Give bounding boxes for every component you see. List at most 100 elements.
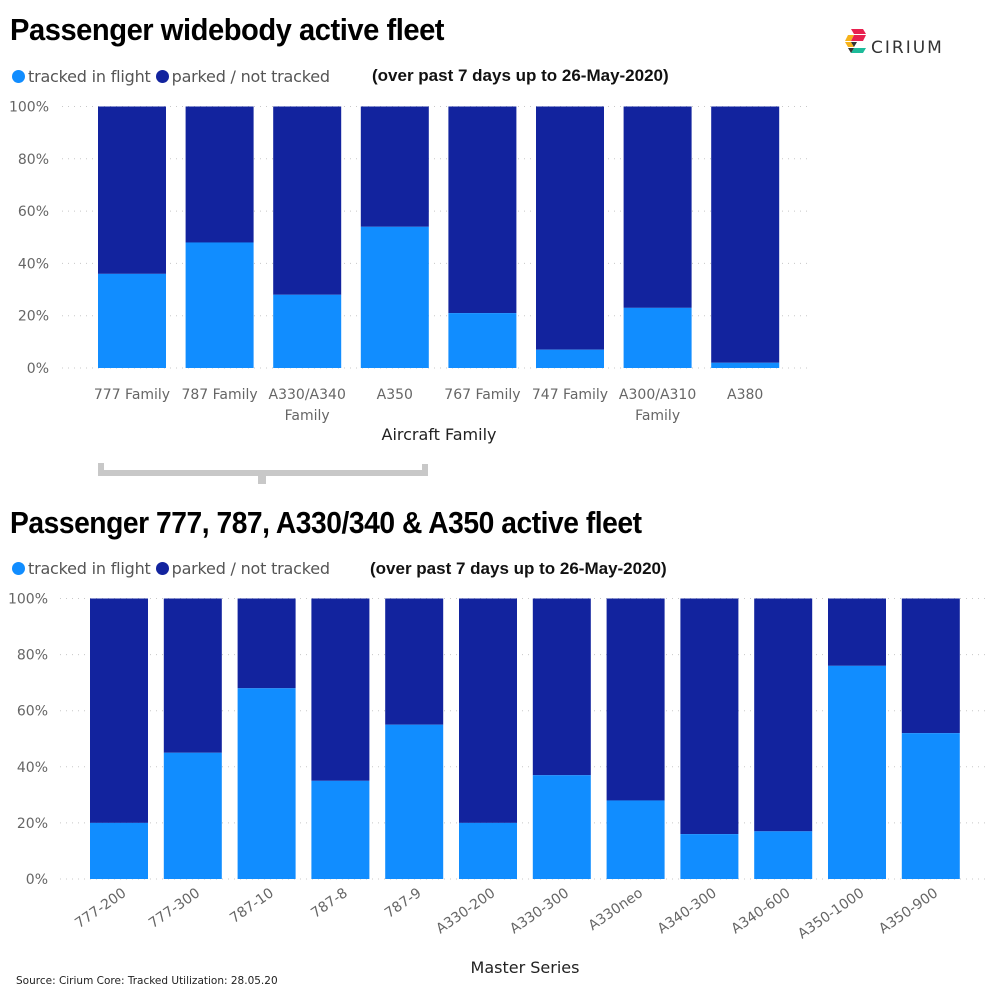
legend-label-tracked: tracked in flight	[28, 559, 151, 578]
bar-group[interactable]	[90, 598, 148, 880]
x-category-label: 787 Family	[181, 387, 257, 403]
bar-parked[interactable]	[828, 598, 886, 666]
bar-group[interactable]	[711, 106, 780, 369]
bar-group[interactable]	[360, 106, 429, 369]
bracket-connector	[98, 463, 428, 484]
x-category-label: A350-900	[876, 885, 941, 937]
x-category-label: A330neo	[586, 885, 646, 934]
bar-group[interactable]	[623, 106, 692, 369]
bar-tracked[interactable]	[385, 724, 444, 879]
legend-item-parked[interactable]: parked / not tracked	[155, 559, 330, 578]
bar-group[interactable]	[273, 106, 342, 369]
bar-tracked[interactable]	[459, 822, 517, 879]
bar-group[interactable]	[385, 598, 444, 880]
bar-parked[interactable]	[680, 598, 739, 835]
bar-group[interactable]	[901, 598, 960, 880]
bar-parked[interactable]	[623, 106, 692, 308]
bar-tracked[interactable]	[98, 273, 166, 368]
bar-parked[interactable]	[711, 106, 780, 363]
bar-group[interactable]	[532, 598, 591, 880]
bar-parked[interactable]	[311, 598, 370, 781]
bar-tracked[interactable]	[532, 775, 591, 879]
source-note: Source: Cirium Core: Tracked Utilization…	[16, 975, 278, 987]
bar-group[interactable]	[311, 598, 370, 880]
cirium-logo-icon	[845, 29, 866, 53]
chart1-legend: tracked in flight parked / not tracked	[12, 67, 335, 86]
bar-parked[interactable]	[185, 106, 254, 243]
x-category-label: 777-300	[146, 885, 203, 932]
bar-tracked[interactable]	[711, 362, 780, 368]
legend-item-tracked[interactable]: tracked in flight	[12, 559, 151, 578]
y-tick-label: 0%	[26, 872, 48, 888]
y-tick-label: 40%	[17, 760, 48, 776]
x-category-label: Family	[285, 408, 330, 424]
bar-group[interactable]	[828, 598, 886, 880]
legend-item-tracked[interactable]: tracked in flight	[12, 67, 151, 86]
bar-group[interactable]	[163, 598, 222, 880]
x-category-label: A340-600	[729, 885, 794, 937]
bar-parked[interactable]	[459, 598, 517, 823]
bar-parked[interactable]	[273, 106, 342, 295]
bar-parked[interactable]	[754, 598, 813, 832]
chart2-title: Passenger 777, 787, A330/340 & A350 acti…	[10, 505, 642, 540]
bar-parked[interactable]	[606, 598, 665, 801]
bar-parked[interactable]	[448, 106, 517, 314]
legend-label-tracked: tracked in flight	[28, 67, 151, 86]
bar-group[interactable]	[680, 598, 739, 880]
y-tick-label: 80%	[17, 648, 48, 664]
bar-group[interactable]	[98, 106, 166, 369]
bar-tracked[interactable]	[680, 834, 739, 879]
bar-parked[interactable]	[98, 106, 166, 274]
bar-parked[interactable]	[532, 598, 591, 776]
y-tick-label: 20%	[18, 309, 49, 325]
bar-parked[interactable]	[237, 598, 296, 689]
bar-tracked[interactable]	[185, 242, 254, 368]
bar-tracked[interactable]	[623, 307, 692, 368]
bar-group[interactable]	[237, 598, 296, 880]
y-tick-label: 20%	[17, 816, 48, 832]
y-tick-label: 60%	[17, 704, 48, 720]
bar-tracked[interactable]	[237, 688, 296, 879]
x-category-label: Family	[635, 408, 680, 424]
bar-parked[interactable]	[90, 598, 148, 823]
x-category-label: 777-200	[72, 885, 129, 932]
legend-label-parked: parked / not tracked	[171, 559, 330, 578]
bar-parked[interactable]	[163, 598, 222, 753]
x-category-label: 787-9	[382, 885, 425, 921]
x-category-label: 787-8	[308, 885, 351, 921]
x-category-label: 777 Family	[94, 387, 170, 403]
x-axis-title: Master Series	[471, 958, 580, 977]
bar-group[interactable]	[459, 598, 517, 880]
bar-tracked[interactable]	[360, 226, 429, 368]
bar-tracked[interactable]	[606, 800, 665, 879]
bar-parked[interactable]	[385, 598, 444, 725]
bar-group[interactable]	[448, 106, 517, 369]
bar-group[interactable]	[185, 106, 254, 369]
bar-group[interactable]	[536, 106, 604, 369]
x-category-label: A350-1000	[795, 885, 867, 942]
x-category-label: A380	[727, 387, 763, 403]
bar-tracked[interactable]	[448, 313, 517, 368]
chart2-subtitle: (over past 7 days up to 26-May-2020)	[370, 559, 667, 578]
bar-tracked[interactable]	[90, 822, 148, 879]
bar-parked[interactable]	[901, 598, 960, 734]
legend-item-parked[interactable]: parked / not tracked	[155, 67, 330, 86]
x-category-label: A340-300	[655, 885, 720, 937]
bar-parked[interactable]	[536, 106, 604, 350]
bar-parked[interactable]	[360, 106, 429, 227]
y-tick-label: 80%	[18, 152, 49, 168]
bar-tracked[interactable]	[901, 733, 960, 879]
bar-tracked[interactable]	[754, 831, 813, 879]
x-category-label: A330/A340	[269, 387, 346, 403]
parked-dot-icon	[155, 70, 169, 83]
bar-group[interactable]	[606, 598, 665, 880]
bar-group[interactable]	[754, 598, 813, 880]
bar-tracked[interactable]	[536, 349, 604, 368]
bar-tracked[interactable]	[163, 752, 222, 879]
bar-tracked[interactable]	[273, 294, 342, 368]
x-axis-title: Aircraft Family	[382, 425, 497, 444]
chart1-subtitle: (over past 7 days up to 26-May-2020)	[372, 66, 669, 85]
bar-tracked[interactable]	[311, 780, 370, 879]
bar-tracked[interactable]	[828, 665, 886, 879]
